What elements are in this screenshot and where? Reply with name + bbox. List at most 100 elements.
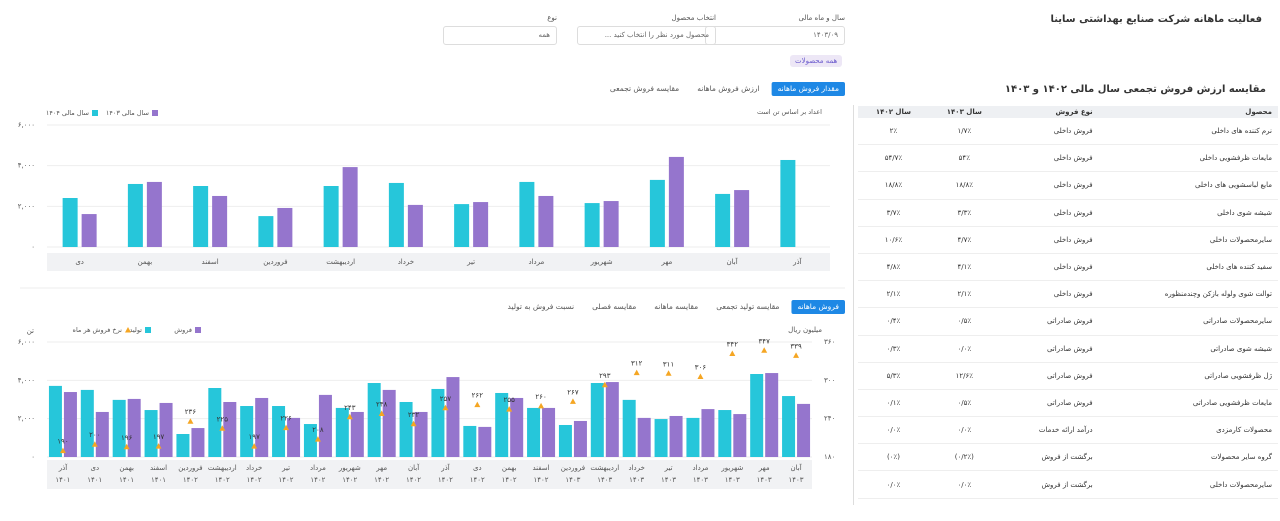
bar	[81, 214, 97, 247]
rate-marker	[219, 425, 226, 431]
tab-label[interactable]: مقایسه ماهانه	[654, 302, 698, 311]
data-label: ۳۱۱	[663, 360, 674, 368]
chip[interactable]: همه محصولات	[790, 55, 843, 67]
filter-type[interactable]: نوع همه	[442, 14, 557, 45]
tab-label[interactable]: ارزش فروش ماهانه	[697, 84, 759, 93]
tab-active[interactable]	[771, 82, 845, 96]
data-label: ۱۹۰	[57, 438, 68, 446]
bar	[277, 207, 293, 247]
bar	[388, 182, 404, 247]
x-tick-label: اردیبهشت	[208, 464, 237, 472]
table-cell: فروش صادراتی	[999, 335, 1099, 363]
table-cell: ۲/۱٪	[928, 280, 1000, 309]
bar	[463, 425, 477, 457]
x-tick-label: آذر	[792, 257, 802, 266]
bar	[367, 383, 381, 457]
table-cell: توالت شوی ولوله بازکن وچندمنظوره	[1098, 280, 1278, 309]
bar	[495, 392, 509, 457]
charts: مقدار فروش ماهانه ارزش فروش ماهانه مقایسه …	[18, 82, 845, 489]
legend-label: سال مالی ۱۴۰۴	[46, 109, 89, 117]
bar	[622, 399, 636, 457]
table-cell: ۱۸/۸٪	[858, 171, 929, 200]
bar	[605, 382, 619, 457]
bar	[637, 417, 651, 457]
table-cell: ۰/۰٪	[858, 416, 929, 445]
bar	[715, 193, 731, 247]
data-label: ۳۴۷	[759, 337, 771, 345]
table-cell: فروش داخلی	[999, 199, 1099, 227]
x-tick-label: آبان	[790, 463, 802, 472]
x-tick-sublabel: ۱۴۰۳	[693, 476, 708, 484]
bar	[193, 186, 209, 247]
bar	[734, 190, 750, 247]
tab-label[interactable]: مقایسه تولید تجمعی	[716, 302, 779, 311]
x-tick-label: بهمن	[119, 464, 134, 472]
tab-label[interactable]: مقدار فروش ماهانه	[778, 84, 839, 93]
x-tick-sublabel: ۱۴۰۲	[502, 476, 517, 484]
x-tick-label: شهریور	[338, 464, 361, 472]
x-tick-sublabel: ۱۴۰۱	[151, 476, 166, 484]
data-label: ۲۲۶	[280, 415, 292, 423]
table-cell: ۲٪	[858, 118, 929, 146]
y-tick-label: ۰	[31, 243, 35, 251]
bar	[750, 374, 764, 457]
bar	[212, 195, 228, 247]
x-tick-label: خرداد	[246, 464, 262, 472]
filter-label: انتخاب محصول	[671, 14, 716, 22]
table-cell: ژل ظرفشویی صادراتی	[1098, 362, 1278, 390]
table-cell: ۳/۳٪	[928, 199, 1000, 227]
bar	[446, 377, 460, 457]
table-header: محصول نوع فروش سال ۱۴۰۳ سال ۱۴۰۲	[858, 106, 1278, 118]
x-tick-sublabel: ۱۴۰۳	[789, 476, 804, 484]
x-tick-label: فروردین	[263, 258, 287, 266]
bar	[323, 186, 339, 247]
x-tick-sublabel: ۱۴۰۳	[629, 476, 644, 484]
rate-marker	[155, 443, 162, 449]
filter-input[interactable]: همه	[443, 26, 557, 45]
table-cell: سایرمحصولات داخلی	[1098, 470, 1278, 499]
x-tick-label: مرداد	[310, 464, 326, 472]
rate-marker	[697, 373, 704, 379]
x-tick-sublabel: ۱۴۰۳	[757, 476, 772, 484]
filter-input[interactable]: محصول مورد نظر را انتخاب کنید ...	[577, 26, 716, 45]
table-cell: فروش صادراتی	[999, 307, 1099, 336]
x-tick-label: دی	[91, 464, 100, 472]
x-tick-sublabel: ۱۴۰۲	[247, 476, 262, 484]
table-row: شیشه شوی داخلی فروش داخلی ۳/۳٪ ۳/۷٪	[858, 199, 1278, 227]
x-tick-label: آبان	[408, 463, 420, 472]
x-tick-label: آبان	[727, 257, 739, 266]
filter-period[interactable]: سال و ماه مالی ۱۴۰۳/۰۹	[705, 14, 845, 45]
bar	[318, 394, 332, 457]
tab-label[interactable]: مقایسه فروش تجمعی	[610, 84, 679, 93]
table-row: مایعات ظرفشویی صادراتی فروش صادراتی ۰/۵٪ ۰/…	[858, 389, 1278, 418]
x-tick-sublabel: ۱۴۰۲	[470, 476, 485, 484]
data-label: ۲۶۷	[567, 388, 579, 396]
x-tick-label: شهریور	[590, 258, 613, 266]
bar	[573, 420, 587, 457]
filter-product[interactable]: انتخاب محصول محصول مورد نظر را انتخاب کن…	[571, 14, 716, 45]
tab-label[interactable]: نسبت فروش به تولید	[508, 302, 575, 311]
x-tick-sublabel: ۱۴۰۲	[342, 476, 357, 484]
table-row: سفید کننده های داخلی فروش داخلی ۴/۱٪ ۴/۸٪	[858, 253, 1278, 282]
filter-input[interactable]: ۱۴۰۳/۰۹	[705, 26, 845, 45]
rate-marker	[538, 402, 545, 409]
legend-label: تولید	[129, 326, 142, 334]
x-tick-label: مرداد	[693, 464, 709, 472]
table-cell: سایرمحصولات داخلی	[1098, 226, 1278, 254]
rate-marker	[793, 352, 800, 358]
sales-table: محصول نوع فروش سال ۱۴۰۳ سال ۱۴۰۲ نرم کننده ه…	[858, 106, 1278, 499]
bar	[112, 399, 126, 457]
bar	[191, 428, 205, 457]
y-axis-label: تن	[27, 327, 34, 335]
bar	[342, 167, 358, 247]
rate-marker	[251, 443, 258, 449]
data-label: ۳۱۲	[631, 360, 643, 368]
legend-label: نرخ فروش هر ماه	[73, 326, 123, 334]
tab-label[interactable]: فروش ماهانه	[797, 302, 839, 311]
y2-tick-label: ۳۶۰	[824, 338, 835, 346]
rate-marker	[123, 443, 130, 450]
table-row: سایرمحصولات صادراتی فروش صادراتی ۰/۵٪ ۰/۴٪	[858, 307, 1278, 336]
tab-label[interactable]: مقایسه فصلی	[592, 302, 636, 311]
bar	[590, 383, 604, 457]
tab-active[interactable]	[791, 300, 845, 314]
